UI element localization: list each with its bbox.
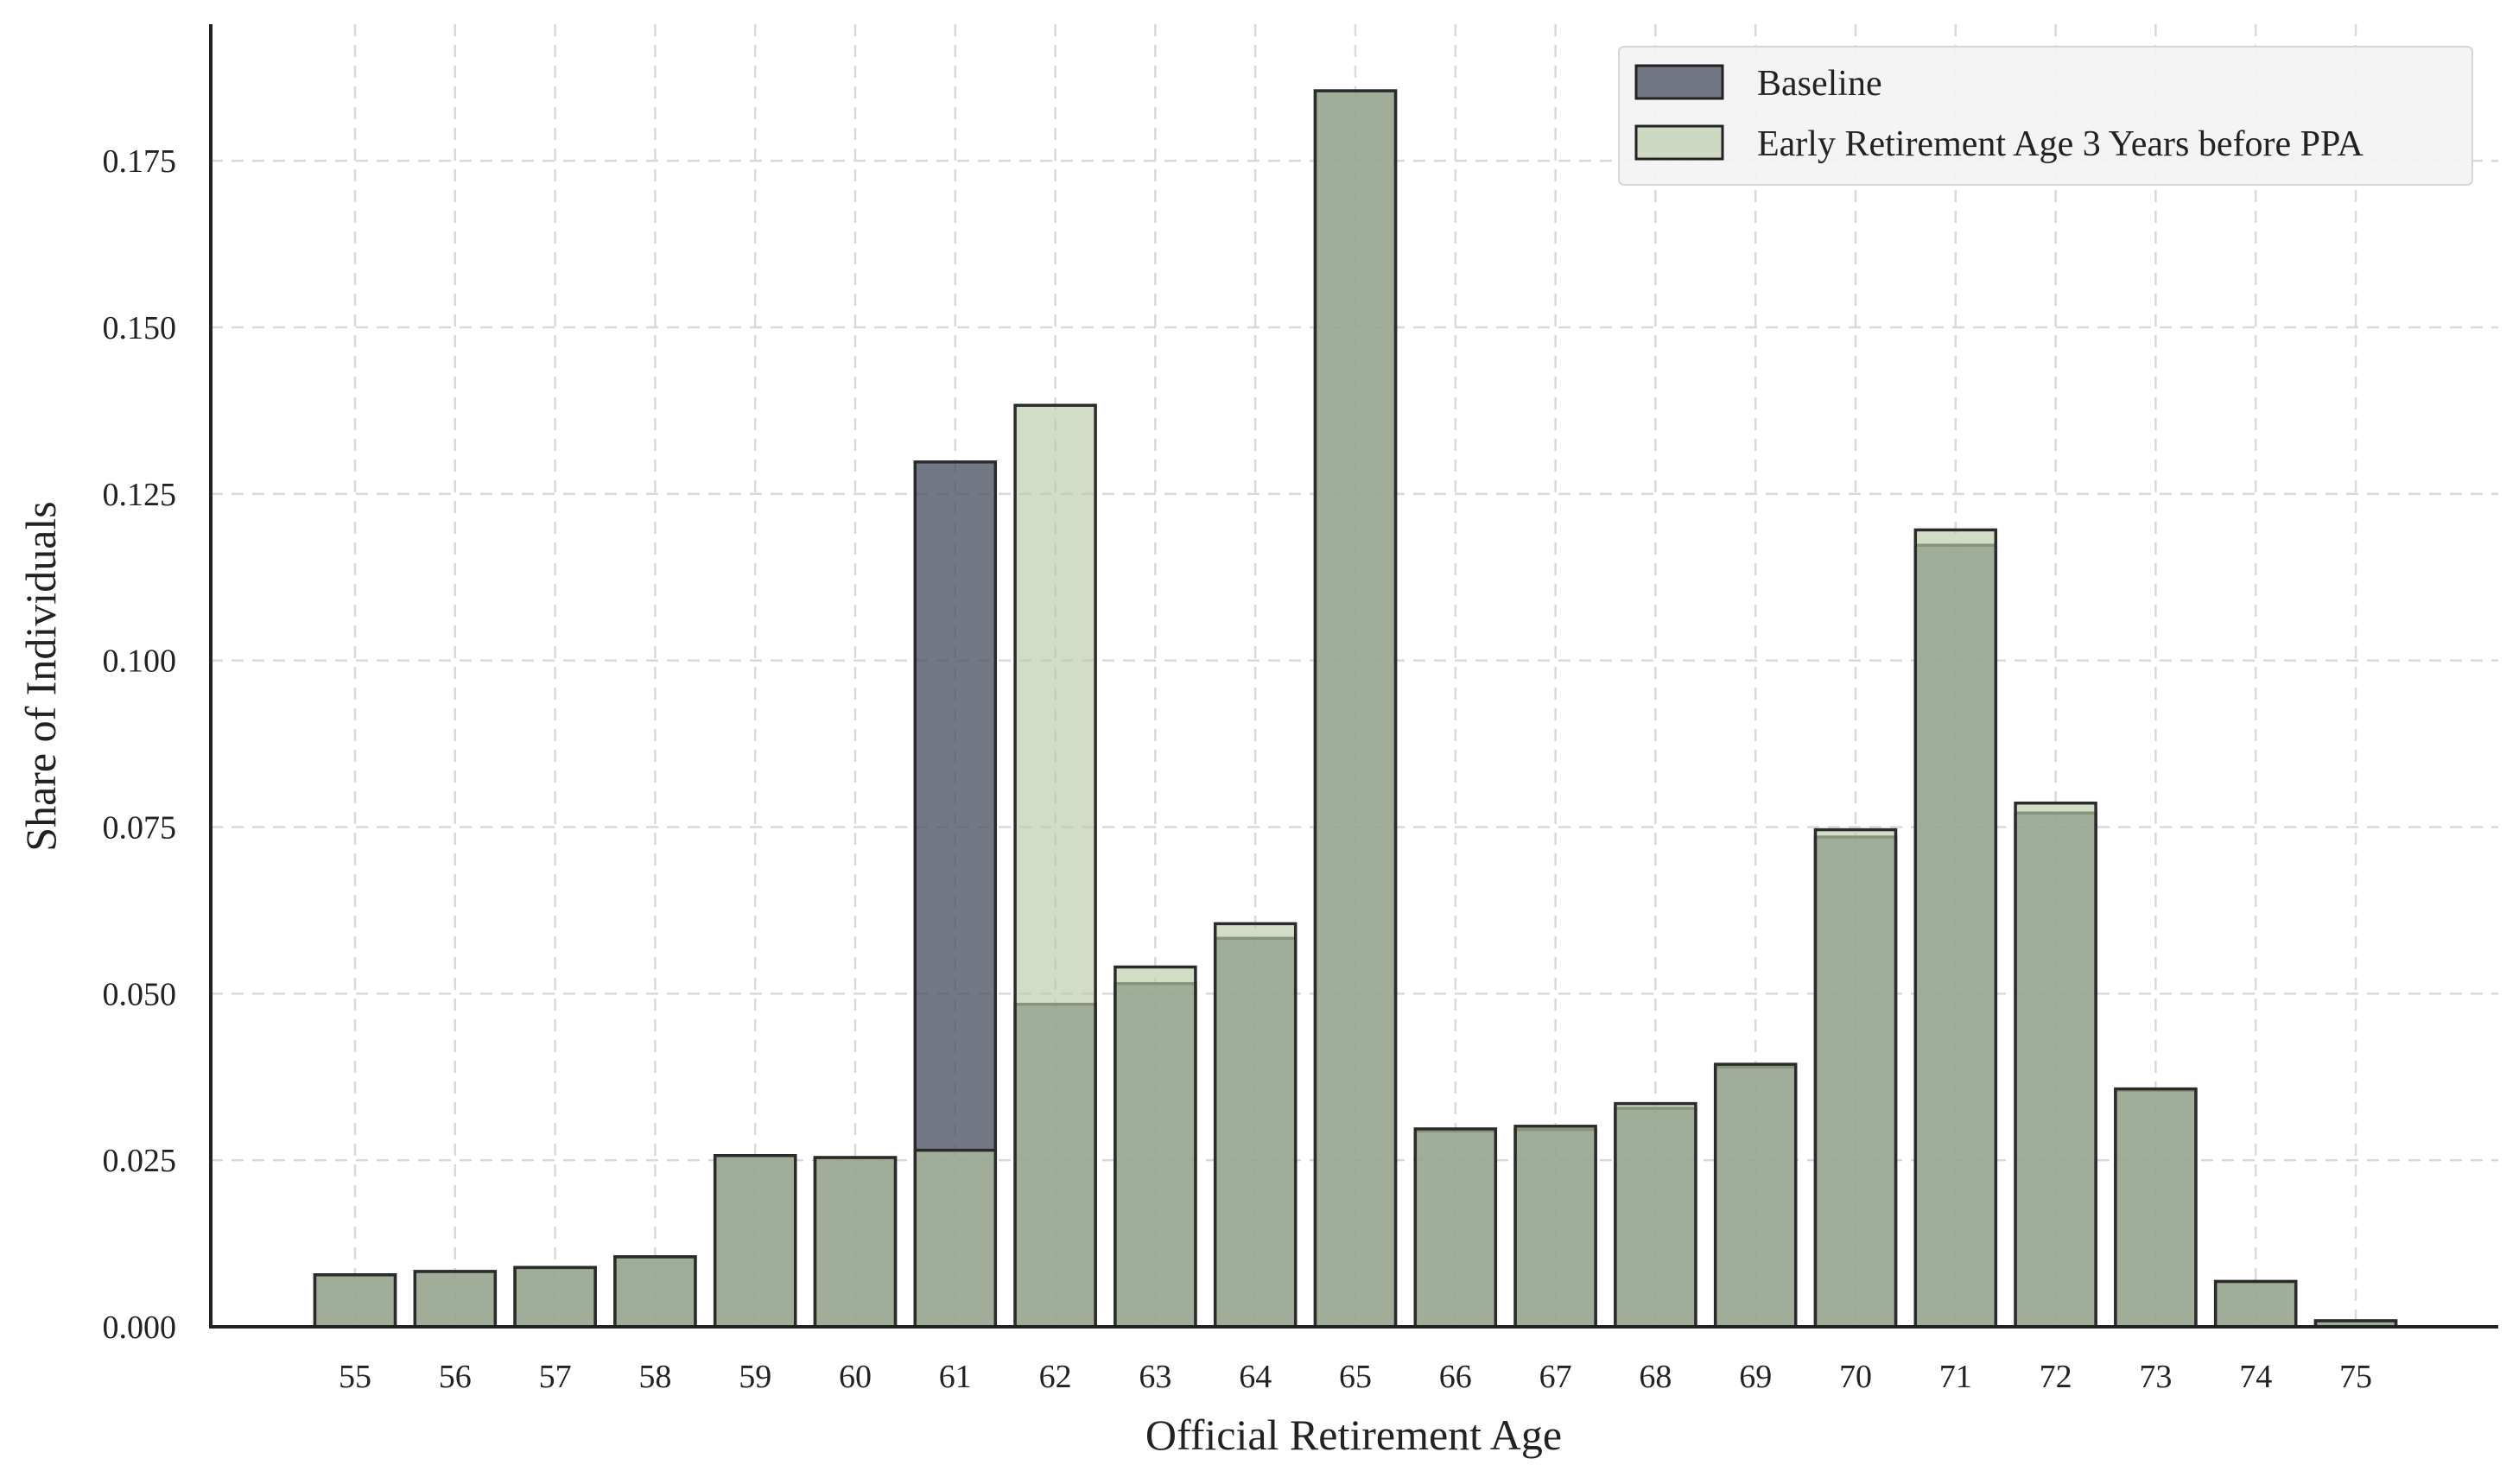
legend-label-baseline: Baseline <box>1757 64 1882 104</box>
x-tick-label: 74 <box>2239 1359 2272 1395</box>
x-tick-label: 62 <box>1039 1359 1072 1395</box>
y-tick-label: 0.100 <box>103 644 177 680</box>
bar-early-retirement-63 <box>1114 965 1197 1329</box>
bar-early-retirement-59 <box>713 1154 797 1329</box>
bar-early-retirement-73 <box>2114 1087 2198 1329</box>
x-tick-label: 68 <box>1639 1359 1672 1395</box>
bar-early-retirement-68 <box>1614 1101 1697 1329</box>
x-tick-label: 61 <box>939 1359 972 1395</box>
bar-early-retirement-72 <box>2014 801 2097 1329</box>
x-tick-label: 55 <box>339 1359 371 1395</box>
legend-swatch-early-retirement <box>1634 124 1724 161</box>
y-tick-labels: 0.000 0.025 0.050 0.075 0.100 0.125 0.150 0.175 <box>103 143 177 1346</box>
legend: Baseline Early Retirement Age 3 Years be… <box>1618 46 2473 186</box>
legend-frame <box>1618 46 2473 186</box>
bar-early-retirement-62 <box>1013 403 1097 1329</box>
x-tick-labels: 55 56 57 58 59 60 61 62 63 64 65 66 67 68 69 70 71 72 73 74… <box>339 1359 2372 1395</box>
legend-label-early-retirement: Early Retirement Age 3 Years before PPA <box>1757 124 2364 164</box>
y-axis-title: Share of Individuals <box>16 501 65 851</box>
legend-swatch-baseline <box>1634 64 1724 100</box>
x-tick-label: 56 <box>439 1359 472 1395</box>
bar-early-retirement-65 <box>1313 89 1398 1329</box>
x-axis-title: Official Retirement Age <box>1145 1411 1562 1459</box>
axes <box>209 24 2498 1329</box>
bar-early-retirement-60 <box>813 1156 898 1329</box>
x-tick-label: 75 <box>2339 1359 2372 1395</box>
x-tick-label: 70 <box>1839 1359 1872 1395</box>
bar-early-retirement-56 <box>413 1270 498 1329</box>
y-tick-label: 0.175 <box>103 143 177 180</box>
y-tick-label: 0.075 <box>103 809 177 846</box>
y-tick-label: 0.000 <box>103 1310 177 1346</box>
x-tick-label: 71 <box>1939 1359 1972 1395</box>
x-tick-label: 57 <box>539 1359 572 1395</box>
bar-early-retirement-61 <box>913 1148 998 1329</box>
x-tick-label: 58 <box>638 1359 671 1395</box>
y-tick-label: 0.025 <box>103 1143 177 1179</box>
x-tick-label: 64 <box>1239 1359 1272 1395</box>
y-tick-label: 0.050 <box>103 976 177 1012</box>
series-early-retirement-bars <box>313 89 2398 1329</box>
bar-early-retirement-67 <box>1513 1125 1597 1329</box>
x-tick-label: 69 <box>1739 1359 1772 1395</box>
bar-early-retirement-74 <box>2213 1279 2298 1329</box>
bar-early-retirement-58 <box>613 1255 697 1329</box>
bar-early-retirement-71 <box>1913 528 1998 1329</box>
x-tick-label: 67 <box>1539 1359 1572 1395</box>
bar-early-retirement-57 <box>513 1265 597 1329</box>
x-tick-label: 65 <box>1339 1359 1372 1395</box>
x-tick-label: 60 <box>839 1359 872 1395</box>
x-tick-label: 59 <box>739 1359 771 1395</box>
x-tick-label: 63 <box>1139 1359 1171 1395</box>
bar-early-retirement-69 <box>1713 1062 1798 1329</box>
y-tick-label: 0.125 <box>103 477 177 513</box>
bar-early-retirement-64 <box>1213 922 1298 1329</box>
y-tick-label: 0.150 <box>103 310 177 346</box>
x-tick-label: 66 <box>1439 1359 1472 1395</box>
x-tick-label: 72 <box>2040 1359 2072 1395</box>
bar-early-retirement-70 <box>1813 828 1898 1329</box>
bar-early-retirement-66 <box>1413 1127 1498 1329</box>
bar-early-retirement-55 <box>313 1273 397 1329</box>
x-tick-label: 73 <box>2139 1359 2172 1395</box>
